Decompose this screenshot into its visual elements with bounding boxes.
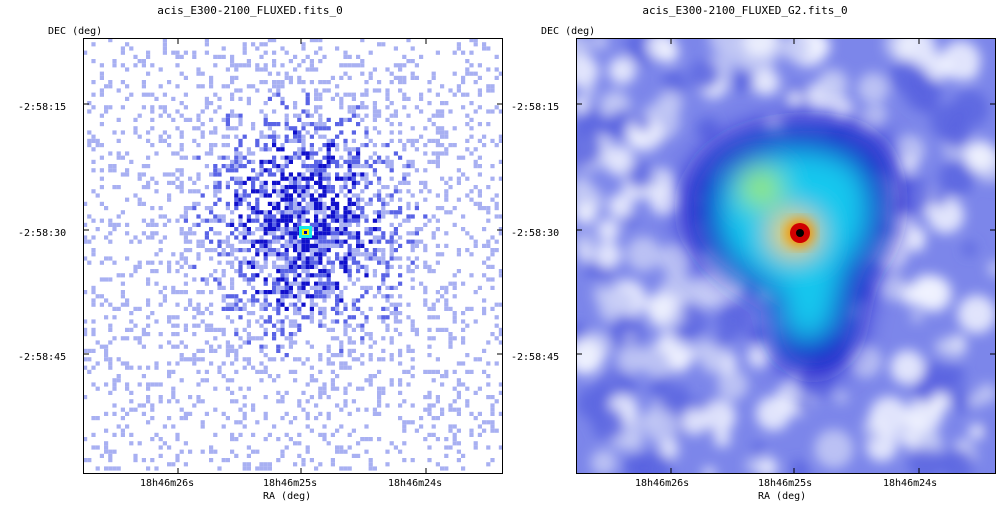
left-dec-axis-label: DEC (deg) bbox=[48, 26, 103, 37]
left-point-source bbox=[299, 226, 312, 238]
right-xtick-1: 18h46m26s bbox=[635, 478, 690, 489]
right-point-source bbox=[786, 219, 814, 247]
right-image-border bbox=[576, 38, 996, 474]
right-image-canvas[interactable] bbox=[576, 38, 996, 474]
left-image-border bbox=[83, 38, 503, 474]
left-image-frame[interactable] bbox=[83, 38, 503, 474]
right-ra-axis-label: RA (deg) bbox=[758, 491, 807, 502]
left-ytick-2: -2:58:30 bbox=[18, 228, 67, 239]
right-ytick-1: -2:58:15 bbox=[511, 102, 560, 113]
right-dec-axis-label: DEC (deg) bbox=[541, 26, 596, 37]
right-xtick-2: 18h46m25s bbox=[758, 478, 813, 489]
left-image-canvas[interactable] bbox=[83, 38, 503, 474]
left-ra-axis-label: RA (deg) bbox=[263, 491, 312, 502]
left-panel-title: acis_E300-2100_FLUXED.fits_0 bbox=[157, 4, 343, 17]
left-ytick-3: -2:58:45 bbox=[18, 352, 67, 363]
right-xtick-3: 18h46m24s bbox=[883, 478, 938, 489]
left-xtick-2: 18h46m25s bbox=[263, 478, 318, 489]
left-image-panel: acis_E300-2100_FLUXED.fits_0 DEC (deg) -… bbox=[18, 4, 503, 502]
right-ytick-3: -2:58:45 bbox=[511, 352, 560, 363]
left-xtick-3: 18h46m24s bbox=[388, 478, 443, 489]
right-image-panel: acis_E300-2100_FLUXED_G2.fits_0 DEC (deg… bbox=[495, 0, 996, 511]
left-xtick-1: 18h46m26s bbox=[140, 478, 195, 489]
right-ytick-2: -2:58:30 bbox=[511, 228, 560, 239]
right-image-frame[interactable] bbox=[576, 38, 996, 474]
right-panel-title: acis_E300-2100_FLUXED_G2.fits_0 bbox=[642, 4, 848, 17]
left-ytick-1: -2:58:15 bbox=[18, 102, 67, 113]
left-counts-pixels bbox=[83, 38, 503, 471]
